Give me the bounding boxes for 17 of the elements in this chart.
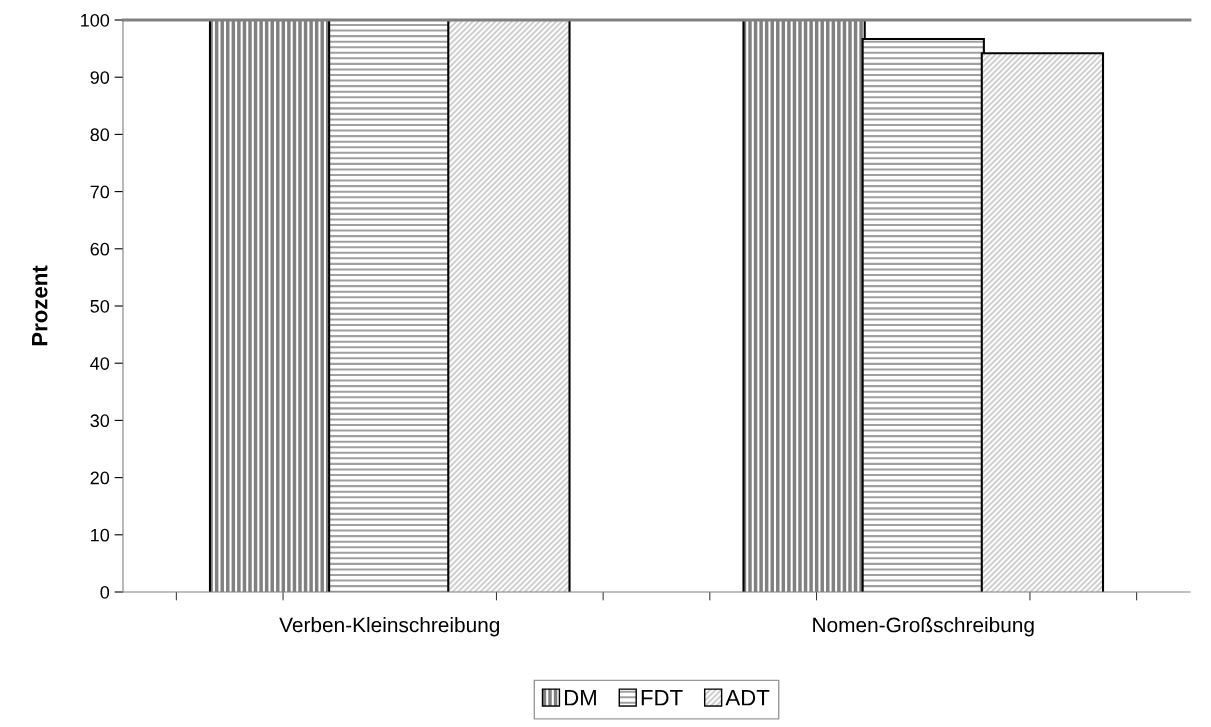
x-tick-label: Verben-Kleinschreibung	[279, 617, 500, 637]
y-tick-label: 20	[90, 471, 110, 485]
y-tick-label: 70	[90, 185, 110, 199]
y-tick-label: 40	[90, 357, 110, 370]
y-tick-label: 50	[90, 299, 110, 313]
x-tick-label: Nomen-Großschreibung	[813, 617, 1034, 637]
y-tick-label: 30	[90, 414, 110, 428]
y-tick-label: 0	[100, 585, 110, 599]
y-tick-label: 100	[81, 13, 110, 27]
y-axis-title: Prozent	[32, 265, 48, 346]
legend-label: ADT	[725, 690, 770, 706]
y-tick-label: 60	[90, 242, 110, 256]
legend-label: FDT	[641, 690, 683, 706]
legend-label: DM	[565, 690, 596, 706]
y-tick-label: 80	[90, 128, 110, 142]
y-tick-label: 90	[90, 71, 110, 84]
y-tick-label: 10	[91, 528, 110, 542]
